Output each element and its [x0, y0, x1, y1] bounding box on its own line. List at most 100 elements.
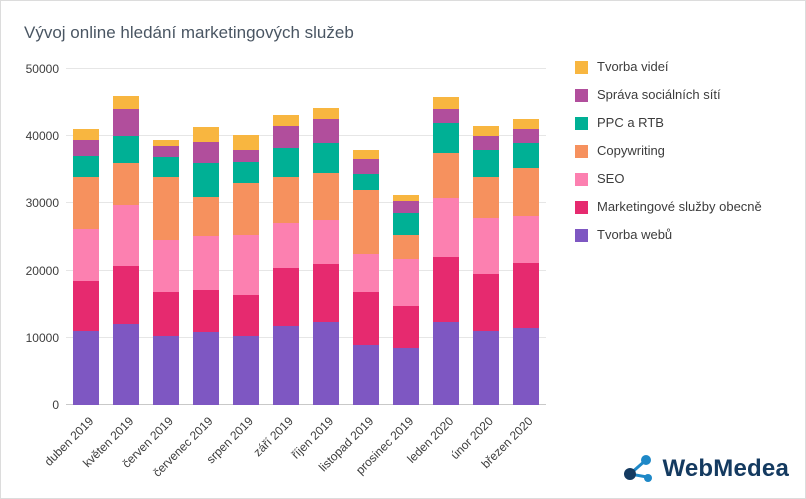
bar-segment[interactable]: [153, 139, 179, 146]
bar-segment[interactable]: [513, 142, 539, 169]
plot-area: [66, 68, 546, 405]
bar-segment[interactable]: [313, 322, 339, 405]
stacked-bar[interactable]: [153, 139, 179, 405]
bar-segment[interactable]: [513, 216, 539, 264]
bar-segment[interactable]: [433, 322, 459, 405]
bar-segment[interactable]: [393, 305, 419, 348]
stacked-bar[interactable]: [353, 149, 379, 405]
bar-segment[interactable]: [153, 176, 179, 240]
bar-segment[interactable]: [353, 189, 379, 254]
bar-segment[interactable]: [113, 265, 139, 325]
bar-segment[interactable]: [393, 201, 419, 214]
bar-segment[interactable]: [233, 134, 259, 150]
bar-segment[interactable]: [513, 327, 539, 405]
bar-segment[interactable]: [433, 122, 459, 153]
bar-segment[interactable]: [273, 114, 299, 127]
bar-segment[interactable]: [433, 97, 459, 109]
bar-segment[interactable]: [513, 119, 539, 130]
bar-segment[interactable]: [113, 205, 139, 266]
bar-segment[interactable]: [193, 236, 219, 291]
bar-segment[interactable]: [473, 218, 499, 274]
bar-segment[interactable]: [473, 136, 499, 150]
bar-segment[interactable]: [473, 331, 499, 405]
stacked-bar[interactable]: [433, 97, 459, 405]
gridline: [66, 336, 546, 338]
bar-segment[interactable]: [193, 196, 219, 237]
stacked-bar[interactable]: [233, 134, 259, 405]
bar-segment[interactable]: [73, 156, 99, 177]
bar-segment[interactable]: [273, 147, 299, 177]
bar-segment[interactable]: [73, 176, 99, 229]
bar-segment[interactable]: [233, 295, 259, 336]
bar-segment[interactable]: [273, 326, 299, 405]
stacked-bar[interactable]: [73, 129, 99, 405]
bar-segment[interactable]: [73, 228, 99, 282]
bar-segment[interactable]: [433, 198, 459, 258]
bar-segment[interactable]: [513, 263, 539, 328]
bar-segment[interactable]: [73, 139, 99, 157]
bar-segment[interactable]: [313, 263, 339, 323]
bar-segment[interactable]: [193, 141, 219, 164]
bar-segment[interactable]: [313, 119, 339, 143]
bar-segment[interactable]: [273, 267, 299, 327]
bar-segment[interactable]: [393, 258, 419, 306]
bar-segment[interactable]: [513, 129, 539, 143]
bar-segment[interactable]: [393, 347, 419, 405]
bar-segment[interactable]: [473, 149, 499, 177]
bar-segment[interactable]: [273, 126, 299, 148]
legend-item: Marketingové služby obecně: [575, 199, 801, 215]
bar-segment[interactable]: [153, 292, 179, 337]
stacked-bar[interactable]: [513, 119, 539, 405]
stacked-bar[interactable]: [113, 95, 139, 405]
stacked-bar[interactable]: [313, 107, 339, 405]
bar-segment[interactable]: [73, 281, 99, 332]
bar-segment[interactable]: [153, 157, 179, 177]
bar-segment[interactable]: [193, 290, 219, 333]
bar-segment[interactable]: [433, 108, 459, 123]
bar-segment[interactable]: [113, 136, 139, 164]
bar-segment[interactable]: [153, 239, 179, 293]
bar-segment[interactable]: [433, 153, 459, 199]
bar-segment[interactable]: [233, 183, 259, 235]
bar-segment[interactable]: [153, 145, 179, 158]
legend-item: PPC a RTB: [575, 115, 801, 131]
bar-segment[interactable]: [353, 292, 379, 346]
bar-segment[interactable]: [193, 127, 219, 142]
stacked-bar[interactable]: [473, 126, 499, 405]
stacked-bar[interactable]: [393, 194, 419, 405]
bar-segment[interactable]: [233, 335, 259, 405]
bar-segment[interactable]: [473, 273, 499, 332]
bar-segment[interactable]: [393, 194, 419, 202]
bar-segment[interactable]: [273, 222, 299, 268]
bar-segment[interactable]: [313, 173, 339, 221]
bar-segment[interactable]: [473, 126, 499, 137]
bar-segment[interactable]: [313, 107, 339, 120]
bar-segment[interactable]: [113, 109, 139, 137]
bar-segment[interactable]: [353, 173, 379, 190]
bar-segment[interactable]: [73, 331, 99, 405]
bar-segment[interactable]: [353, 253, 379, 293]
bar-segment[interactable]: [313, 142, 339, 174]
bar-segment[interactable]: [73, 129, 99, 140]
bar-segment[interactable]: [233, 234, 259, 296]
bar-segment[interactable]: [153, 336, 179, 405]
bar-segment[interactable]: [193, 163, 219, 197]
bar-segment[interactable]: [193, 332, 219, 405]
bar-segment[interactable]: [113, 324, 139, 405]
bar-segment[interactable]: [233, 149, 259, 162]
bar-segment[interactable]: [313, 220, 339, 264]
bar-segment[interactable]: [353, 159, 379, 174]
bar-segment[interactable]: [353, 149, 379, 160]
bar-segment[interactable]: [353, 345, 379, 405]
bar-segment[interactable]: [273, 176, 299, 223]
bar-segment[interactable]: [393, 234, 419, 259]
stacked-bar[interactable]: [193, 127, 219, 405]
bar-segment[interactable]: [513, 168, 539, 217]
bar-segment[interactable]: [393, 213, 419, 235]
bar-segment[interactable]: [113, 163, 139, 206]
bar-segment[interactable]: [473, 176, 499, 219]
stacked-bar[interactable]: [273, 114, 299, 405]
bar-segment[interactable]: [113, 95, 139, 110]
bar-segment[interactable]: [233, 161, 259, 184]
bar-segment[interactable]: [433, 257, 459, 323]
